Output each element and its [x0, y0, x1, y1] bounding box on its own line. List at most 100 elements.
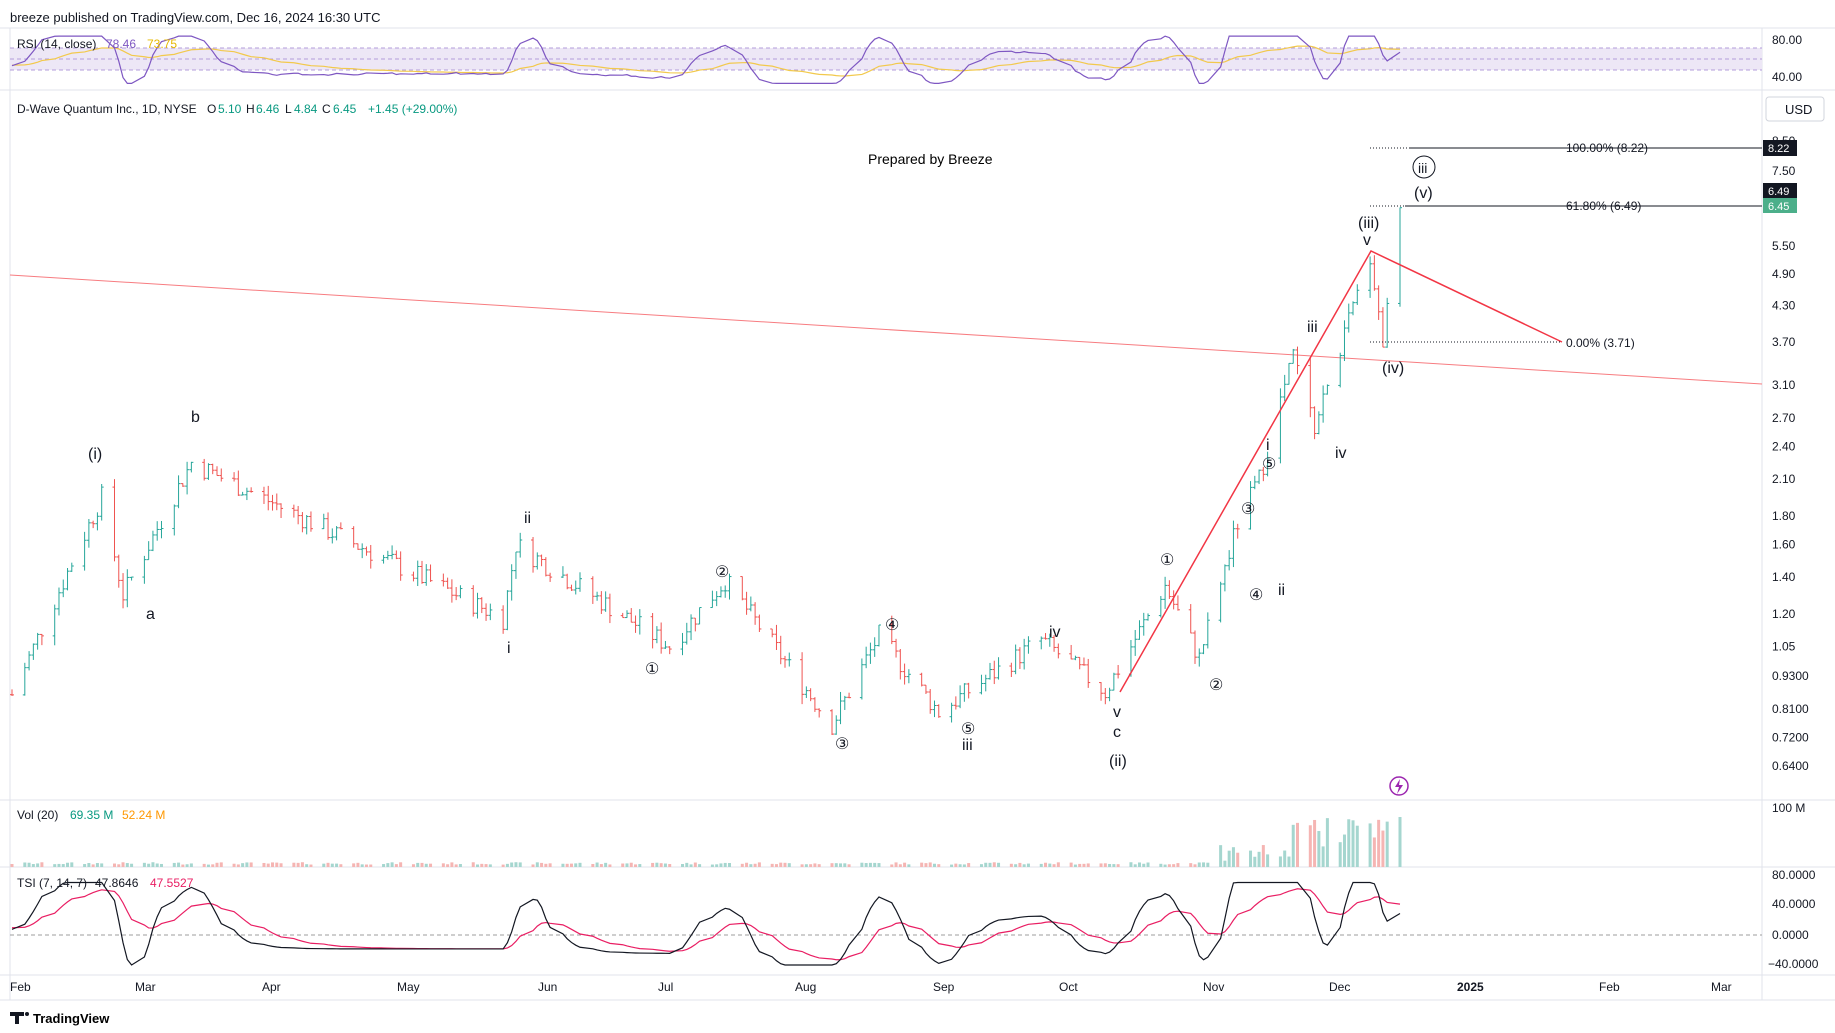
volume-bar	[1321, 846, 1325, 867]
volume-bar	[450, 862, 454, 867]
close-label: C	[322, 102, 331, 116]
wave-i-paren: (i)	[88, 446, 102, 463]
volume-bar	[1372, 837, 1376, 867]
wave-ii-2: ii	[1278, 582, 1285, 599]
volume-bar	[595, 862, 599, 867]
volume-bar	[757, 862, 761, 867]
volume-bar	[928, 862, 932, 867]
rsi-value: 78.46	[106, 37, 136, 51]
volume-bar	[121, 862, 125, 867]
low-value: 4.84	[294, 102, 318, 116]
volume-bar	[954, 863, 958, 867]
volume-bar	[967, 863, 971, 867]
volume-bar	[399, 862, 403, 867]
wave-circ1-1: ①	[645, 661, 659, 678]
volume-bar	[698, 864, 702, 867]
lightning-bolt-icon	[1395, 779, 1403, 794]
volume-bar	[531, 864, 535, 867]
volume-bar	[992, 862, 996, 867]
long-trendline[interactable]	[9, 274, 1763, 385]
volume-bar	[877, 863, 881, 867]
price-tick: 2.10	[1772, 472, 1796, 486]
change-value: +1.45 (+29.00%)	[368, 102, 457, 116]
price-tick: 4.90	[1772, 267, 1796, 281]
wave-trendlines[interactable]	[1119, 250, 1563, 693]
wave-iii-paren: (iii)	[1358, 215, 1379, 232]
volume-bar	[958, 864, 962, 867]
candles	[10, 207, 1402, 736]
volume-bar	[172, 862, 176, 867]
volume-bar	[783, 862, 787, 867]
volume-bar	[681, 864, 685, 867]
price-tick: 0.8100	[1772, 702, 1809, 716]
volume-bar	[1142, 863, 1146, 867]
price-tick: 2.40	[1772, 440, 1796, 454]
volume-bar	[87, 863, 91, 867]
volume-bar	[1189, 863, 1193, 867]
wave-iv-2: iv	[1335, 445, 1347, 462]
volume-bar	[1338, 842, 1342, 867]
time-label-2025: 2025	[1457, 980, 1484, 994]
price-tick: 1.60	[1772, 538, 1796, 552]
volume-bar	[382, 864, 386, 867]
volume-bar	[271, 862, 275, 867]
volume-bar	[839, 863, 843, 867]
tsi-signal-line	[11, 888, 1401, 961]
volume-bar	[292, 862, 296, 867]
volume-bar	[745, 862, 749, 867]
volume-bar	[1146, 862, 1150, 867]
volume-bar	[608, 864, 612, 867]
volume-bar	[638, 864, 642, 867]
time-label-feb-2025: Feb	[1599, 980, 1620, 994]
volume-bar	[219, 862, 223, 867]
volume-bar	[1291, 824, 1295, 867]
volume-bar	[864, 863, 868, 867]
time-axis[interactable]: Feb Mar Apr May Jun Jul Aug Sep Oct Nov …	[10, 980, 1732, 994]
wave-c-1: c	[1113, 724, 1121, 741]
volume-bar	[659, 863, 663, 867]
volume-bar	[685, 862, 689, 867]
wave-circ3-2: ③	[1241, 501, 1255, 518]
volume-bar	[599, 864, 603, 867]
volume-bar	[189, 863, 193, 867]
prepared-by: Prepared by Breeze	[868, 151, 993, 167]
volume-bar	[668, 864, 672, 867]
volume-bar	[740, 863, 744, 867]
volume-bar	[441, 863, 445, 867]
price-tick: 5.50	[1772, 239, 1796, 253]
tradingview-brand: TradingView	[33, 1011, 110, 1026]
volume-bar	[326, 862, 330, 867]
rsi-line	[11, 35, 1401, 84]
wave-iii-circle: iii	[1418, 160, 1427, 176]
volume-bar	[518, 862, 522, 867]
volume-bar	[715, 864, 719, 867]
price-tick: 3.70	[1772, 335, 1796, 349]
volume-bar	[236, 864, 240, 867]
volume-bar	[621, 863, 625, 867]
tsi-axis-40: 40.0000	[1772, 897, 1816, 911]
volume-bar	[634, 864, 638, 867]
volume-bar	[411, 864, 415, 867]
volume-bar	[924, 863, 928, 867]
currency-button[interactable]	[1765, 96, 1825, 122]
time-label-dec: Dec	[1329, 980, 1350, 994]
volume-bar	[569, 863, 573, 867]
volume-bar	[394, 864, 398, 867]
badge-649	[1763, 183, 1797, 198]
volume-bar	[429, 863, 433, 867]
volume-bar	[1014, 864, 1018, 867]
volume-bar	[625, 863, 629, 867]
wave-b: b	[191, 409, 200, 426]
volume-bar	[873, 862, 877, 867]
volume-bar	[446, 864, 450, 867]
volume-bar	[61, 864, 65, 867]
volume-bar	[112, 863, 116, 867]
volume-bar	[1317, 831, 1321, 867]
volume-bar	[40, 862, 44, 867]
volume-bar	[1236, 852, 1240, 867]
volume-bar	[386, 863, 390, 867]
time-label-mar-2025: Mar	[1711, 980, 1732, 994]
volume-bar	[663, 863, 667, 867]
volume-bar	[1227, 850, 1231, 867]
